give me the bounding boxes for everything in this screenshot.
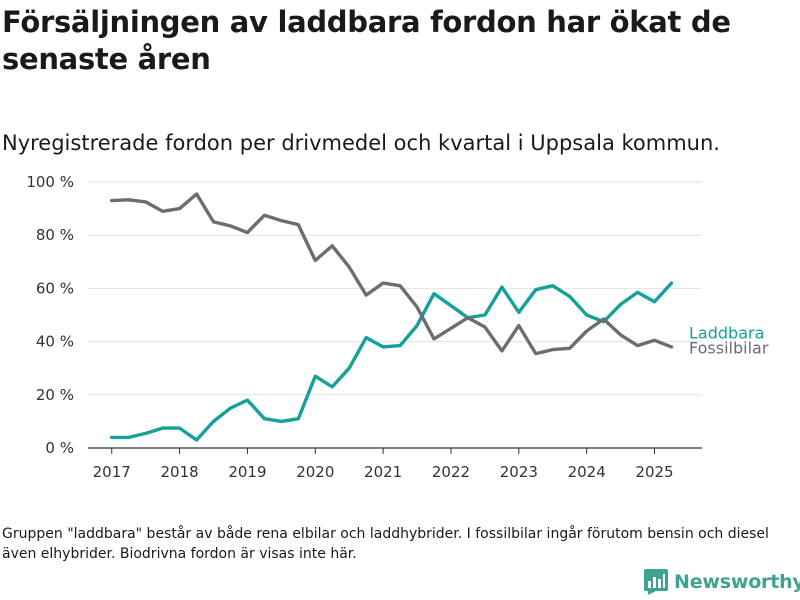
x-axis-ticks: 2017 2018 2019 2020 2021 2022 2023 2024 2025 bbox=[93, 448, 674, 480]
y-tick-label: 100 % bbox=[26, 173, 74, 191]
x-tick-label: 2019 bbox=[228, 463, 266, 480]
y-axis-ticks: 0 % 20 % 40 % 60 % 80 % 100 % bbox=[26, 173, 74, 457]
y-tick-label: 60 % bbox=[36, 279, 74, 297]
y-tick-label: 80 % bbox=[36, 226, 74, 244]
x-tick-label: 2025 bbox=[635, 463, 673, 480]
x-tick-label: 2023 bbox=[500, 463, 538, 480]
x-tick-label: 2020 bbox=[296, 463, 334, 480]
x-tick-label: 2024 bbox=[568, 463, 606, 480]
series-label-laddbara: Laddbara bbox=[689, 324, 764, 343]
gridlines bbox=[88, 181, 702, 396]
x-tick-label: 2017 bbox=[93, 463, 131, 480]
x-tick-label: 2021 bbox=[364, 463, 402, 480]
x-tick-label: 2018 bbox=[160, 463, 198, 480]
brand-name: Newsworthy bbox=[674, 571, 800, 593]
y-tick-label: 20 % bbox=[36, 386, 74, 404]
series-label-fossilbilar: Fossilbilar bbox=[689, 339, 769, 358]
newsworthy-logo: Newsworthy bbox=[644, 569, 800, 595]
footnote: Gruppen "laddbara" består av både rena e… bbox=[2, 526, 769, 562]
chart-subtitle: Nyregistrerade fordon per drivmedel och … bbox=[2, 131, 720, 155]
y-tick-label: 0 % bbox=[45, 439, 74, 457]
x-tick-label: 2022 bbox=[432, 463, 470, 480]
newsworthy-chart-icon bbox=[644, 569, 668, 595]
series-line-laddbara bbox=[109, 281, 674, 442]
series-lines bbox=[109, 192, 674, 442]
series-line-fossilbilar bbox=[109, 192, 674, 356]
chart-title: Försäljningen av laddbara fordon har öka… bbox=[2, 5, 731, 76]
y-tick-label: 40 % bbox=[36, 333, 74, 351]
line-chart: 0 % 20 % 40 % 60 % 80 % 100 % 2017 2018 2019 202… bbox=[26, 173, 769, 480]
